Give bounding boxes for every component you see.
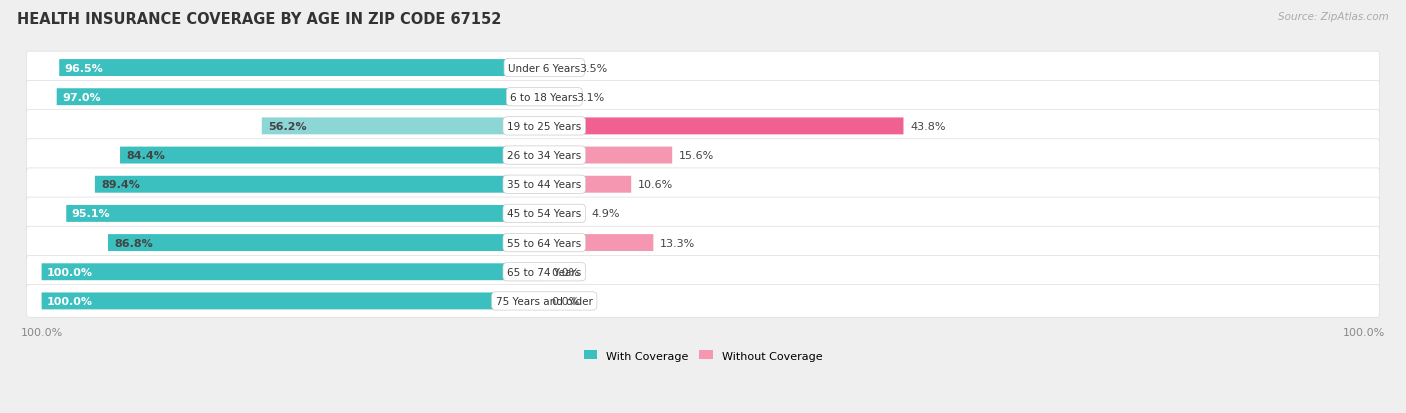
Text: 97.0%: 97.0%	[62, 93, 101, 102]
Text: 3.1%: 3.1%	[576, 93, 605, 102]
Text: Source: ZipAtlas.com: Source: ZipAtlas.com	[1278, 12, 1389, 22]
FancyBboxPatch shape	[56, 89, 544, 106]
FancyBboxPatch shape	[96, 176, 544, 193]
FancyBboxPatch shape	[544, 89, 569, 106]
FancyBboxPatch shape	[42, 263, 544, 280]
Text: HEALTH INSURANCE COVERAGE BY AGE IN ZIP CODE 67152: HEALTH INSURANCE COVERAGE BY AGE IN ZIP …	[17, 12, 502, 27]
FancyBboxPatch shape	[544, 147, 672, 164]
FancyBboxPatch shape	[544, 118, 904, 135]
Text: 15.6%: 15.6%	[679, 151, 714, 161]
Text: 26 to 34 Years: 26 to 34 Years	[508, 151, 582, 161]
Text: 65 to 74 Years: 65 to 74 Years	[508, 267, 582, 277]
FancyBboxPatch shape	[27, 256, 1379, 288]
FancyBboxPatch shape	[120, 147, 544, 164]
Text: 75 Years and older: 75 Years and older	[496, 296, 593, 306]
FancyBboxPatch shape	[27, 110, 1379, 143]
FancyBboxPatch shape	[27, 227, 1379, 259]
Text: 95.1%: 95.1%	[72, 209, 110, 219]
Text: 100.0%: 100.0%	[46, 267, 93, 277]
Text: 10.6%: 10.6%	[638, 180, 673, 190]
Text: 89.4%: 89.4%	[101, 180, 141, 190]
Legend: With Coverage, Without Coverage: With Coverage, Without Coverage	[579, 346, 827, 365]
FancyBboxPatch shape	[66, 205, 544, 222]
Text: 55 to 64 Years: 55 to 64 Years	[508, 238, 582, 248]
Text: Under 6 Years: Under 6 Years	[508, 63, 581, 74]
FancyBboxPatch shape	[59, 60, 544, 77]
Text: 19 to 25 Years: 19 to 25 Years	[508, 121, 582, 132]
Text: 6 to 18 Years: 6 to 18 Years	[510, 93, 578, 102]
Text: 43.8%: 43.8%	[910, 121, 946, 132]
FancyBboxPatch shape	[544, 205, 585, 222]
Text: 4.9%: 4.9%	[591, 209, 620, 219]
Text: 100.0%: 100.0%	[46, 296, 93, 306]
Text: 45 to 54 Years: 45 to 54 Years	[508, 209, 582, 219]
FancyBboxPatch shape	[544, 60, 574, 77]
Text: 56.2%: 56.2%	[269, 121, 307, 132]
FancyBboxPatch shape	[108, 235, 544, 252]
Text: 0.0%: 0.0%	[551, 267, 579, 277]
Text: 0.0%: 0.0%	[551, 296, 579, 306]
FancyBboxPatch shape	[27, 197, 1379, 230]
FancyBboxPatch shape	[27, 81, 1379, 114]
Text: 96.5%: 96.5%	[65, 63, 103, 74]
FancyBboxPatch shape	[262, 118, 544, 135]
FancyBboxPatch shape	[27, 52, 1379, 85]
FancyBboxPatch shape	[544, 176, 631, 193]
FancyBboxPatch shape	[544, 235, 654, 252]
Text: 13.3%: 13.3%	[659, 238, 695, 248]
Text: 84.4%: 84.4%	[127, 151, 166, 161]
FancyBboxPatch shape	[42, 293, 544, 310]
FancyBboxPatch shape	[27, 285, 1379, 318]
Text: 86.8%: 86.8%	[114, 238, 153, 248]
Text: 3.5%: 3.5%	[579, 63, 607, 74]
FancyBboxPatch shape	[27, 169, 1379, 201]
Text: 35 to 44 Years: 35 to 44 Years	[508, 180, 582, 190]
FancyBboxPatch shape	[27, 139, 1379, 172]
